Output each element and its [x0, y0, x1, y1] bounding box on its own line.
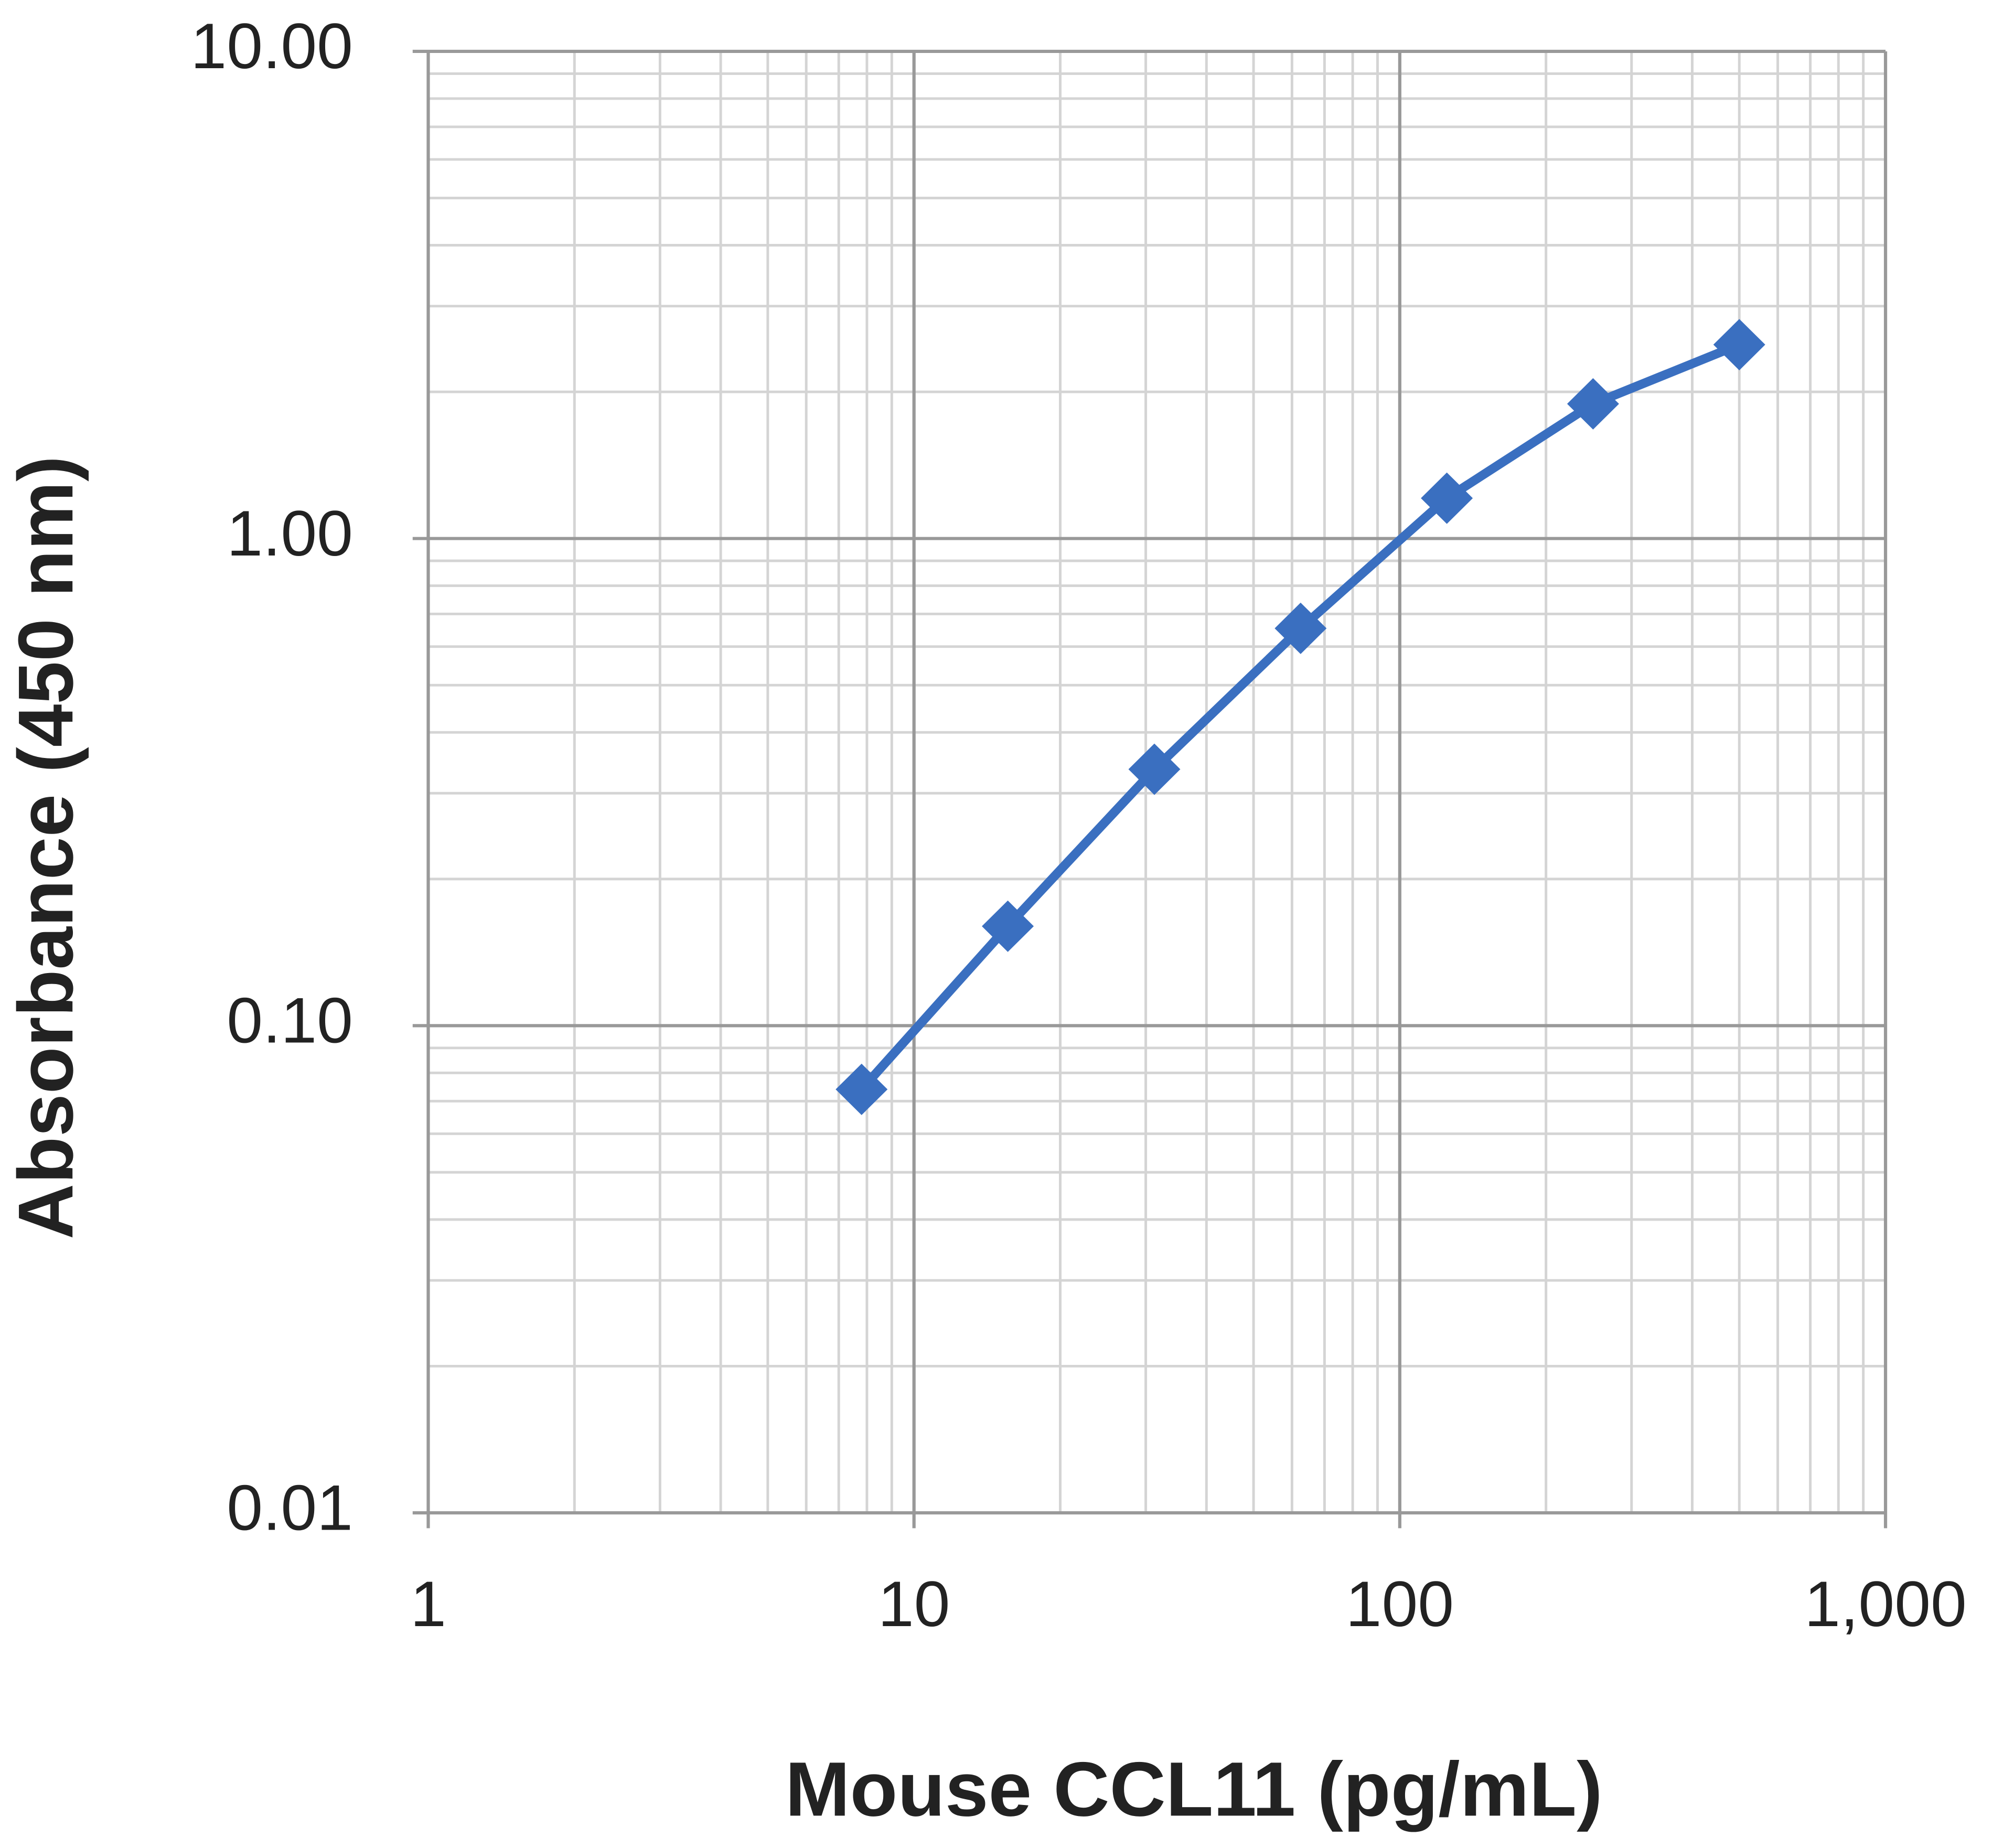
data-marker	[1421, 472, 1473, 524]
data-line	[858, 340, 1741, 1093]
x-axis-title: Mouse CCL11 (pg/mL)	[785, 1746, 1603, 1832]
x-tick-label: 1	[410, 1569, 446, 1640]
data-marker	[1128, 743, 1181, 795]
data-marker	[982, 900, 1034, 952]
y-tick-label: 0.10	[227, 985, 353, 1056]
y-tick-label: 1.00	[227, 498, 353, 570]
x-tick-label: 1,000	[1804, 1569, 1967, 1640]
data-marker	[1713, 319, 1765, 371]
data-marker	[835, 1063, 888, 1115]
y-tick-label: 10.00	[190, 11, 353, 82]
data-marker	[1567, 378, 1619, 430]
x-tick-label: 100	[1346, 1569, 1454, 1640]
x-tick-label: 10	[878, 1569, 950, 1640]
y-tick-label: 0.01	[227, 1472, 353, 1544]
data-marker	[1274, 602, 1327, 654]
y-axis-title: Absorbance (450 nm)	[2, 456, 89, 1240]
